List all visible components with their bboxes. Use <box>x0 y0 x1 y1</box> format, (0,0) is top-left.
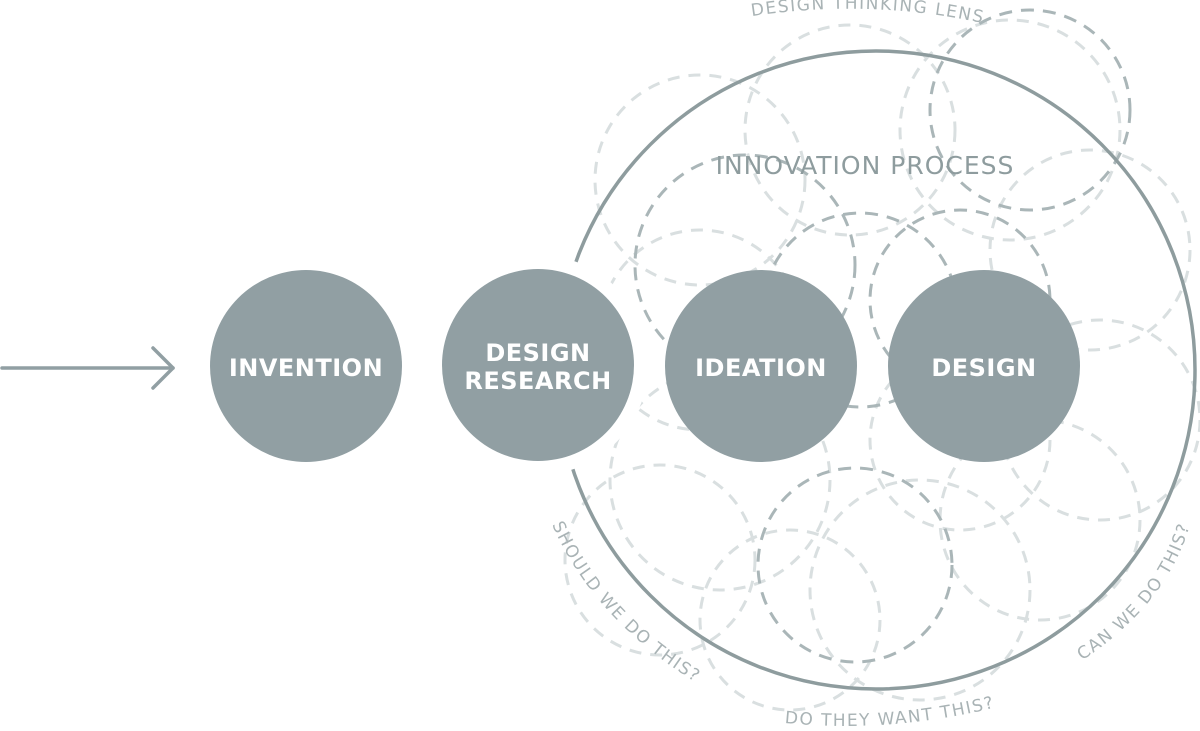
node-invention: INVENTION <box>210 270 402 462</box>
node-design-research: DESIGN RESEARCH <box>442 269 634 461</box>
dashed-circle <box>633 153 857 377</box>
can-we-do-this-label: CAN WE DO THIS? <box>1074 520 1195 664</box>
do-they-want-this-label: DO THEY WANT THIS? <box>784 693 997 731</box>
node-label-line2: RESEARCH <box>464 367 611 395</box>
want-label-path: DO THEY WANT THIS? <box>784 693 995 731</box>
dashed-circle <box>563 463 757 657</box>
innovation-process-title: INNOVATION PROCESS <box>716 151 1015 180</box>
dashed-circle <box>988 148 1192 352</box>
arrow-right-icon <box>0 346 175 390</box>
dashed-circle <box>593 73 807 287</box>
dashed-circle <box>898 18 1122 242</box>
dashed-circle <box>743 23 957 237</box>
dashed-circle <box>928 8 1132 212</box>
dashed-circle <box>698 528 882 712</box>
dashed-circle <box>998 318 1200 522</box>
lens-label-path: DESIGN THINKING LENS <box>750 0 985 28</box>
node-ideation: IDEATION <box>665 270 857 462</box>
node-label-line1: DESIGN <box>485 339 590 367</box>
node-label: INVENTION <box>229 354 383 382</box>
can-label-path: CAN WE DO THIS? <box>1074 520 1194 664</box>
dashed-circle <box>608 368 832 592</box>
should-label-path: SHOULD WE DO THIS? <box>547 518 702 687</box>
dashed-circle <box>808 478 1032 702</box>
node-design: DESIGN <box>888 270 1080 462</box>
node-label: IDEATION <box>695 354 827 382</box>
design-thinking-lens-label: DESIGN THINKING LENS <box>750 0 987 28</box>
dashed-circle <box>756 466 954 664</box>
node-label: DESIGN <box>931 354 1036 382</box>
design-thinking-lens-circle <box>555 49 1197 691</box>
should-we-do-this-label: SHOULD WE DO THIS? <box>547 518 704 687</box>
